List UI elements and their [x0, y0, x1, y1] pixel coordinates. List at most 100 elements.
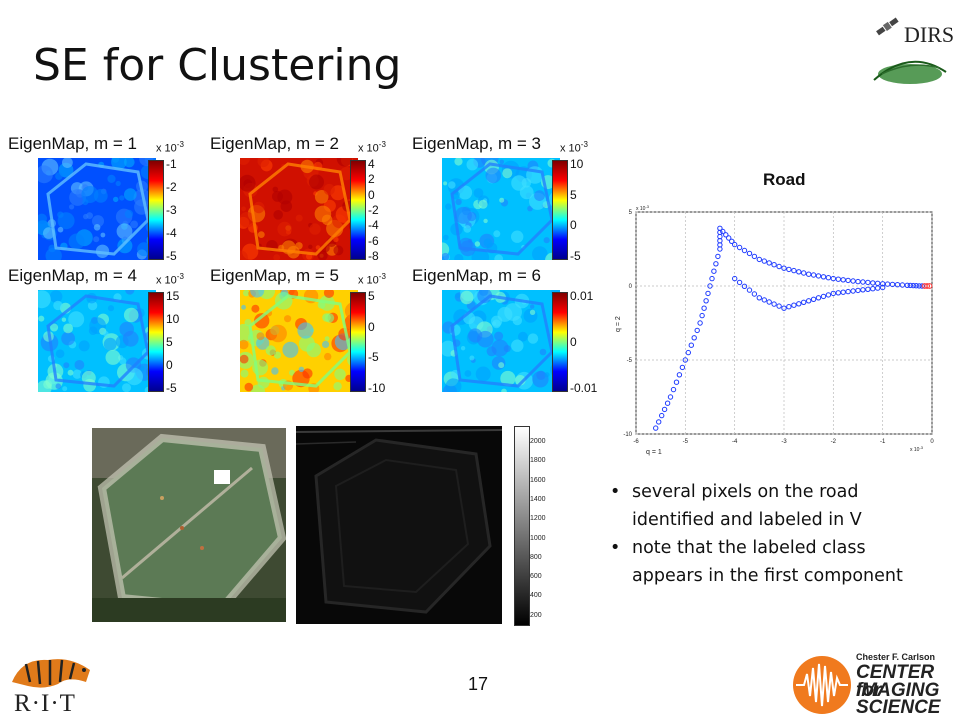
- scatter-point: [736, 279, 743, 286]
- y-tick-label: -10: [623, 432, 632, 438]
- scatter-point: [860, 279, 866, 285]
- scatter-point: [850, 278, 856, 284]
- colorbar-tick-label: -5: [166, 381, 177, 395]
- x-scale-base: x 10: [910, 447, 920, 453]
- scatter-point: [850, 288, 856, 294]
- x-axis-label: q = 1: [646, 449, 662, 456]
- colorbar-tick-label: -5: [570, 249, 581, 263]
- eigenmap-scale-base: x 10: [156, 142, 177, 155]
- colorbar-tick-label: 10: [570, 157, 584, 171]
- scatter-point: [756, 256, 763, 263]
- scatter-point: [806, 271, 812, 277]
- scatter-point: [673, 379, 680, 385]
- rit-logo: R·I·T: [8, 652, 98, 718]
- gray-colorbar-tick-label: 1200: [530, 515, 546, 522]
- eigenmap-image: [442, 158, 560, 260]
- eigenmap-image: [240, 290, 358, 392]
- cis-logo-line3: IMAGING: [856, 680, 940, 701]
- rit-logo-text: R·I·T: [14, 690, 76, 717]
- scatter-point: [875, 285, 881, 291]
- x-scale-exponent: -3: [919, 445, 923, 450]
- scatter-point: [781, 265, 787, 271]
- colorbar-tick-label: 0.01: [570, 289, 594, 303]
- scatter-point: [860, 287, 866, 293]
- y-axis-label: q = 2: [615, 316, 622, 332]
- scatter-point: [670, 386, 677, 393]
- scatter-point: [726, 235, 732, 241]
- scatter-point: [825, 292, 832, 298]
- scatter-point: [884, 281, 891, 287]
- tiger-icon: [12, 659, 90, 688]
- scatter-point: [713, 261, 719, 267]
- colorbar-tick-label: 15: [166, 289, 180, 303]
- cis-logo-line2: CENTER for: [856, 662, 935, 701]
- scatter-point: [776, 303, 782, 309]
- x-tick-label: -4: [732, 439, 738, 445]
- scatter-point: [766, 299, 772, 305]
- road-plot-title: Road: [763, 170, 806, 189]
- y-tick-label: 0: [629, 284, 633, 290]
- cis-logo: Chester F. Carlson CENTER for IMAGING SC…: [792, 652, 952, 717]
- gray-colorbar-tick-label: 600: [530, 573, 542, 580]
- eigenmap-title: EigenMap, m = 3: [412, 134, 541, 153]
- slide-title: SE for Clustering: [33, 40, 402, 91]
- road-scatter-plot: -6 -5 -4 -3 -2 -1 050-5-10q = 1q = 2x 10-3x 10…: [615, 204, 934, 456]
- colorbar-tick-label: -1: [166, 157, 177, 171]
- eigenmap-scale: x 10-3: [358, 140, 386, 155]
- eigenmap-title: EigenMap, m = 6: [412, 266, 541, 285]
- scatter-point: [926, 283, 933, 289]
- eigenmap-panel: EigenMap, m = 3 x 10-3 10 5 0 -5: [412, 134, 608, 264]
- eigenmap-scale: x 10-3: [156, 140, 184, 155]
- scatter-point: [709, 275, 715, 282]
- dirs-logo: DIRS: [866, 8, 954, 88]
- scatter-point: [715, 253, 721, 260]
- page-number: 17: [468, 674, 489, 694]
- scatter-point: [711, 268, 717, 274]
- scatter-point: [688, 342, 695, 348]
- scatter-point: [761, 297, 768, 303]
- gray-colorbar-tick-label: 1800: [530, 457, 546, 464]
- bullet-text: several pixels on the road identified an…: [632, 482, 862, 530]
- eigenmap-scale: x 10-3: [358, 272, 386, 287]
- eigenmap-image: [38, 290, 156, 392]
- scatter-point: [820, 274, 827, 280]
- scatter-point: [705, 290, 711, 297]
- x-tick-label: -1: [880, 439, 886, 445]
- grayscale-colorbar: [514, 426, 530, 626]
- eigenmap-image: [38, 158, 156, 260]
- colorbar-tick-label: 4: [368, 157, 375, 171]
- scatter-point: [732, 275, 738, 282]
- scatter-point: [751, 253, 758, 260]
- bullet-item: • several pixels on the road identified a…: [610, 482, 862, 530]
- scatter-point: [924, 283, 931, 289]
- eigenmap-title: EigenMap, m = 1: [8, 134, 137, 153]
- scatter-point: [835, 290, 842, 296]
- scatter-point: [815, 295, 822, 301]
- eigenmap-scale-base: x 10: [156, 274, 177, 287]
- eigenmap-image: [240, 158, 358, 260]
- gray-colorbar-tick-label: 200: [530, 612, 542, 619]
- scatter-point: [870, 280, 876, 286]
- colorbar-tick-label: -2: [368, 203, 379, 217]
- scatter-point: [810, 296, 817, 303]
- scatter-point: [736, 244, 743, 251]
- scatter-point: [899, 282, 906, 288]
- scatter-point: [830, 275, 837, 282]
- scatter-point: [904, 282, 910, 289]
- gray-colorbar-tick-label: 2000: [530, 438, 546, 445]
- scatter-point: [746, 287, 753, 293]
- x-tick-label: -5: [683, 439, 689, 445]
- eigenmap-scale: x 10-3: [560, 140, 588, 155]
- scatter-point: [913, 283, 919, 289]
- gray-colorbar-tick-label: 1600: [530, 477, 546, 484]
- scatter-point: [791, 302, 797, 308]
- scatter-point: [796, 301, 802, 307]
- colorbar-tick-label: -2: [166, 180, 177, 194]
- x-tick-label: -6: [633, 439, 639, 445]
- scatter-point: [756, 295, 763, 301]
- scatter-point: [741, 283, 748, 290]
- gray-colorbar-tick-label: 1400: [530, 496, 546, 503]
- scatter-point: [653, 425, 659, 431]
